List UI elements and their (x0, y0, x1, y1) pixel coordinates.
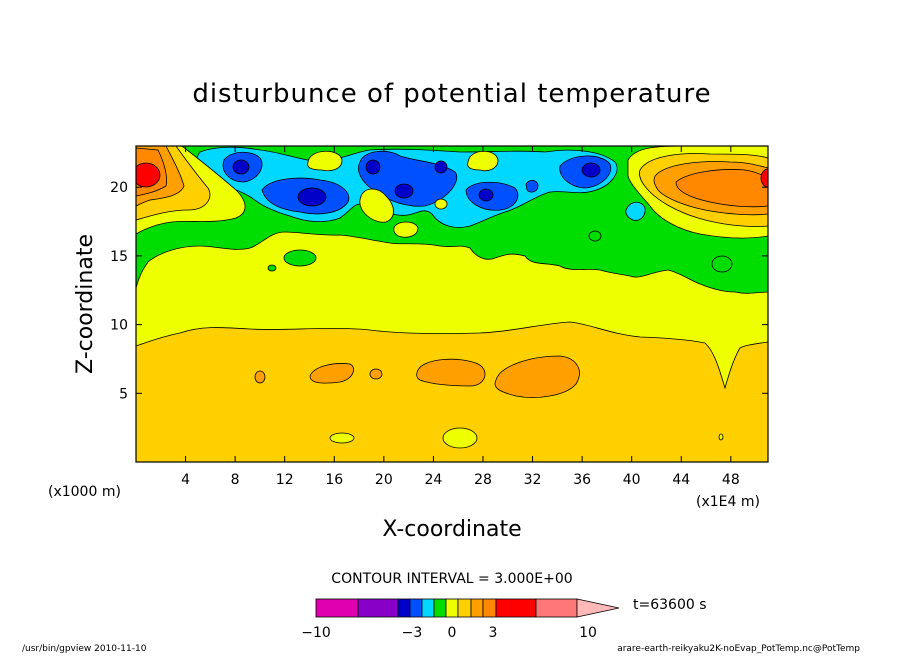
footer-right: arare-earth-reikyaku2K-noEvap_PotTemp.nc… (617, 644, 860, 654)
x-tick-label: 20 (375, 472, 393, 488)
x-axis: 4 8 12 16 20 24 28 32 36 40 44 48 (181, 146, 740, 488)
chart-title: disturbunce of potential temperature (192, 79, 711, 109)
yellow-blob-mid-3 (434, 198, 448, 210)
yellow-blob-top-1 (307, 150, 343, 172)
colorbar-segment (357, 598, 399, 618)
contour-interval-text: CONTOUR INTERVAL = 3.000E+00 (331, 571, 572, 587)
colorbar-segment (421, 598, 435, 618)
yellow-blob-mid-2 (393, 221, 419, 238)
x-tick-label: 8 (231, 472, 240, 488)
yellow-blob-mid-1 (359, 188, 394, 223)
y-axis-label: Z-coordinate (73, 234, 98, 374)
orange-blob-3 (494, 355, 580, 398)
colorbar-label: 3 (489, 625, 498, 641)
dark-blue-core-7 (581, 162, 601, 178)
yellow-blob-low-2 (442, 427, 478, 449)
green-blob-mid-2 (711, 255, 733, 273)
dark-blue-core-3 (365, 159, 381, 175)
orange-blob-5 (369, 368, 383, 380)
orange-blob-1 (309, 363, 354, 384)
y-tick-label: 15 (110, 249, 128, 265)
plot-area (136, 146, 768, 462)
colorbar-segment (482, 598, 497, 618)
cyan-blob-right (625, 201, 646, 221)
yellow-blob-low-1 (329, 432, 355, 444)
colorbar-segment (445, 598, 459, 618)
x-tick-label: 12 (276, 472, 294, 488)
dark-blue-core-1 (232, 159, 250, 175)
colorbar-segment (470, 598, 484, 618)
orange-blob-2 (416, 358, 486, 387)
colorbar (315, 598, 620, 618)
colorbar-segment (315, 598, 359, 618)
colorbar-label: −3 (402, 625, 423, 641)
warm-right-red-orange (675, 169, 768, 208)
colorbar-segment (397, 598, 411, 618)
yellow-blob-low-3 (718, 433, 724, 441)
colorbar-labels: −10 −3 0 3 10 (301, 625, 597, 641)
colorbar-label: −10 (301, 625, 331, 641)
dark-blue-core-2 (297, 187, 327, 207)
footer-left: /usr/bin/gpview 2010-11-10 (22, 644, 147, 654)
y-axis: 5 10 15 20 (110, 180, 768, 402)
x-tick-label: 4 (181, 472, 190, 488)
x-tick-label: 28 (474, 472, 492, 488)
x-tick-label: 40 (623, 472, 641, 488)
dark-blue-core-4 (394, 183, 414, 199)
x-tick-label: 16 (325, 472, 343, 488)
colorbar-segment (535, 598, 578, 618)
dark-blue-core-6 (478, 188, 494, 202)
x-tick-label: 36 (573, 472, 591, 488)
x-axis-label: X-coordinate (382, 517, 521, 542)
y-tick-label: 10 (110, 318, 128, 334)
time-label: t=63600 s (633, 597, 707, 613)
blue-blob-6 (525, 180, 539, 193)
green-blob-mid-1 (283, 249, 317, 267)
colorbar-segment (409, 598, 423, 618)
colorbar-arrow (576, 598, 620, 618)
x-tick-label: 44 (672, 472, 690, 488)
colorbar-label: 0 (448, 625, 457, 641)
x-tick-label: 48 (722, 472, 740, 488)
green-blob-mid-4 (588, 230, 602, 242)
x-tick-label: 24 (424, 472, 442, 488)
y-tick-label: 20 (110, 180, 128, 196)
colorbar-segment (433, 598, 447, 618)
y-unit-label: (x1000 m) (48, 484, 121, 500)
warm-right-red-core (760, 168, 768, 188)
colorbar-segment (495, 598, 537, 618)
colorbar-segment (457, 598, 472, 618)
green-blob-mid-3 (267, 264, 277, 272)
x-tick-label: 32 (524, 472, 542, 488)
plot-frame (135, 145, 769, 463)
warm-left-red-core (136, 162, 161, 188)
x-unit-label: (x1E4 m) (696, 494, 760, 510)
orange-blob-4 (254, 370, 266, 384)
dark-blue-core-5 (434, 160, 448, 174)
colorbar-label: 10 (579, 625, 597, 641)
y-tick-label: 5 (119, 386, 128, 402)
